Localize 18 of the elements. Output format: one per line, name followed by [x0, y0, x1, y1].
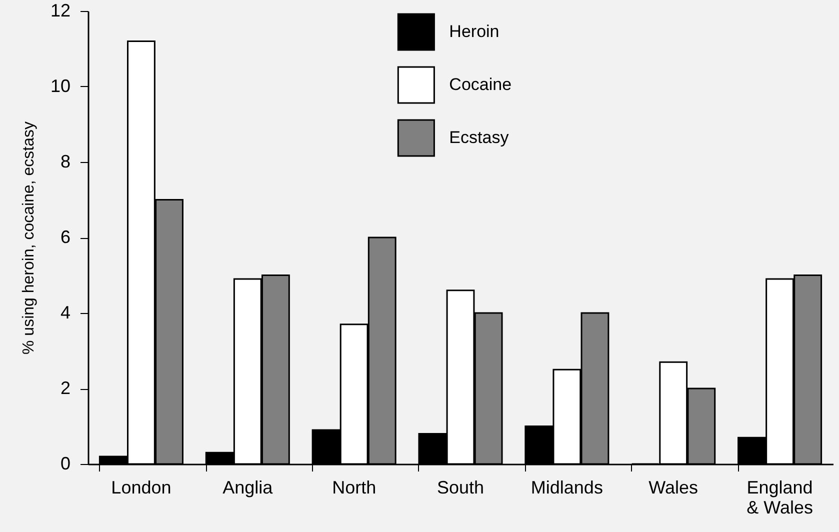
legend-label: Heroin — [449, 22, 500, 41]
x-tick-label: Wales — [648, 478, 698, 498]
x-tick-label: Midlands — [530, 478, 603, 498]
x-tick-label: North — [332, 478, 376, 498]
legend-label: Cocaine — [449, 75, 512, 94]
y-tick-label: 4 — [60, 302, 70, 322]
y-tick-label: 10 — [50, 76, 70, 96]
x-tick-label: Anglia — [222, 478, 274, 498]
y-axis-title: % using heroin, cocaine, ecstasy — [20, 121, 38, 355]
y-tick-label: 2 — [60, 378, 70, 398]
y-tick-label: 8 — [60, 152, 70, 172]
x-tick-label: South — [436, 478, 484, 498]
y-tick-label: 0 — [60, 454, 70, 474]
x-tick-label: London — [111, 478, 172, 498]
x-tick-label: England & Wales — [746, 478, 813, 518]
y-tick-label: 6 — [60, 227, 70, 247]
y-tick-label: 12 — [50, 0, 70, 20]
legend-label: Ecstasy — [449, 128, 510, 147]
